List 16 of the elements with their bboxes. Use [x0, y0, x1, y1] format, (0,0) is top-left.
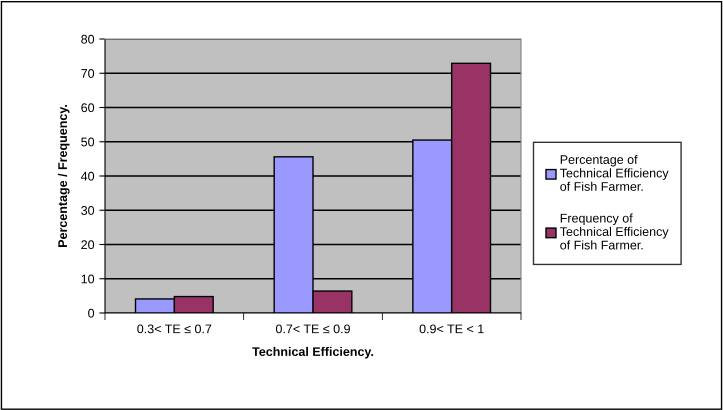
legend-label: Frequency of Technical Efficiency of Fish Farmer. — [560, 213, 669, 250]
y-tick-label: 30 — [81, 206, 94, 215]
y-tick-label: 0 — [88, 308, 94, 318]
x-tick-label: 0.9< TE < 1 — [420, 324, 484, 334]
x-axis-title: Technical Efficiency. — [252, 346, 374, 359]
y-tick-label: 80 — [81, 34, 94, 44]
x-tick-label: 0.7< TE ≤ 0.9 — [276, 324, 350, 334]
y-tick-label: 20 — [81, 240, 94, 250]
y-axis-title: Percentage / Frequency. — [58, 105, 70, 247]
y-tick-label: 70 — [81, 69, 94, 78]
y-tick-label: 60 — [81, 103, 94, 112]
legend-label: Percentage of Technical Efficiency of Fish Farmer. — [560, 154, 669, 191]
x-tick-label: 0.3< TE ≤ 0.7 — [137, 324, 212, 334]
y-tick-label: 10 — [82, 274, 94, 284]
y-tick-label: 40 — [80, 172, 94, 181]
y-tick-label: 50 — [81, 138, 94, 146]
